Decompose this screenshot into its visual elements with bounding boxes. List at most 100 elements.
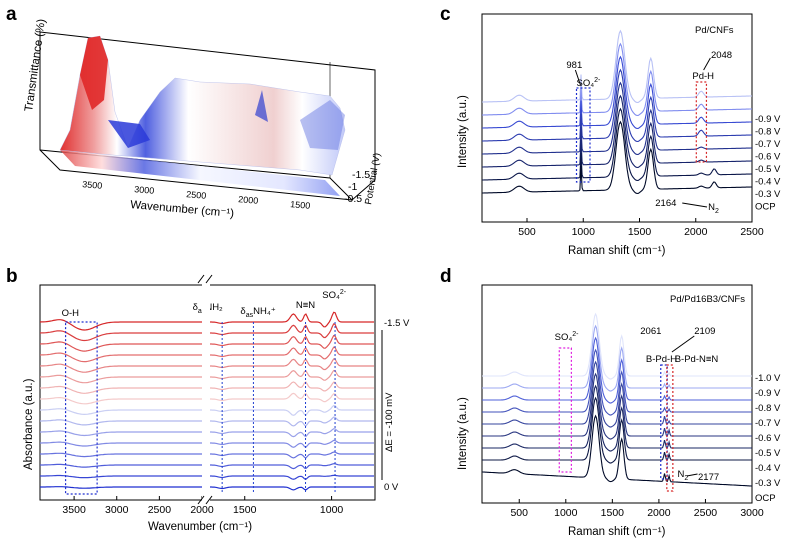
panel-c-xtick-1500: 1500 bbox=[628, 226, 652, 238]
panel-b-series-6-left bbox=[40, 385, 202, 394]
panel-c-series-label-5: -0.4 V bbox=[755, 177, 781, 188]
panel-d: d Pd/Pd16B3/CNFs 500 1000 1500 2000 2500 3000… bbox=[440, 266, 781, 538]
panel-c-series-label-6: -0.3 V bbox=[755, 189, 781, 200]
panel-b-annotations: O-H δasNH₂ δasNH₄⁺ N≡N SO₄2- bbox=[62, 289, 347, 495]
low-wavenumber-surface bbox=[300, 100, 345, 150]
panel-a-ylabel: Transmittance (%) bbox=[23, 18, 48, 112]
panel-b-series-13-left bbox=[40, 463, 202, 468]
panel-b-series-0-left bbox=[39, 319, 202, 331]
panel-c-981-label: 981 bbox=[566, 60, 582, 71]
break-mark-bottom-left bbox=[197, 495, 205, 505]
panel-b-series-7-right bbox=[210, 392, 374, 403]
panel-d-series-label-1: -0.9 V bbox=[755, 388, 781, 399]
panel-b-series-1-left bbox=[39, 330, 202, 342]
panel-d-xtick-500: 500 bbox=[510, 507, 528, 519]
panel-b-series-2-left bbox=[39, 341, 202, 352]
panel-c-2048-arrow bbox=[703, 57, 711, 71]
panel-d-series-5 bbox=[482, 372, 752, 440]
panel-c-annotations: SO₄2- 981 Pd-H 2048 2164 N2 bbox=[566, 50, 732, 215]
band-label-so4: SO₄2- bbox=[322, 289, 347, 301]
panel-d-xtick-1500: 1500 bbox=[601, 507, 625, 519]
panel-b-xlabel: Wavenumber (cm⁻¹) bbox=[148, 521, 252, 533]
panel-c-series-label-1: -0.8 V bbox=[755, 127, 781, 138]
panel-c-so4-label: SO₄2- bbox=[577, 77, 602, 89]
panel-b-x-ticks: 3500 3000 2500 2000 1500 1000 bbox=[62, 496, 343, 516]
break-mark-top-right bbox=[205, 274, 213, 284]
panel-d-bpdh-label: B-Pd-H bbox=[646, 354, 677, 365]
panel-c-series-label-0: -0.9 V bbox=[755, 114, 781, 125]
panel-d-xtick-2500: 2500 bbox=[694, 507, 718, 519]
panel-d-series-label-4: -0.6 V bbox=[755, 433, 781, 444]
panel-d-letter: d bbox=[440, 266, 452, 287]
panel-b-series-10-right bbox=[210, 428, 374, 438]
panel-c-x-ticks: 500 1000 1500 2000 2500 bbox=[518, 218, 764, 238]
panel-b-series-2-right bbox=[210, 334, 374, 349]
panel-c-series-labels: -0.9 V -0.8 V-0.7 V -0.6 V-0.5 V -0.4 V-0.3… bbox=[755, 114, 781, 213]
panel-b-series-3-right bbox=[210, 346, 374, 360]
panel-b-curves bbox=[39, 311, 374, 491]
panel-d-series-4 bbox=[482, 360, 752, 428]
panel-b-series-9-right bbox=[210, 416, 374, 427]
panel-c-981-arrow bbox=[574, 69, 581, 86]
panel-c-series-6 bbox=[482, 107, 752, 182]
panel-a-x-ticks: 3500 3000 2500 2000 1500 bbox=[82, 179, 311, 211]
panel-d-series-label-6: -0.4 V bbox=[755, 463, 781, 474]
floor-projection bbox=[60, 150, 340, 196]
panel-d-annotations: SO₄2- B-Pd-HB-Pd-N≡N 2061 2109 N2 2177 bbox=[555, 326, 719, 492]
panel-a-ztick: -1 bbox=[348, 181, 357, 193]
panel-d-series-1 bbox=[482, 324, 752, 392]
panel-d-xtick-1000: 1000 bbox=[554, 507, 578, 519]
panel-d-2109-label: 2109 bbox=[694, 326, 715, 337]
panel-b-series-11-right bbox=[210, 439, 374, 448]
panel-c-xtick-2500: 2500 bbox=[740, 226, 764, 238]
band-label-oh: O-H bbox=[62, 308, 80, 319]
panel-d-series-label-5: -0.5 V bbox=[755, 448, 781, 459]
panel-b-series-8-right bbox=[210, 404, 374, 416]
panel-b-xtick-2500: 2500 bbox=[148, 504, 172, 516]
panel-d-series-label-8: OCP bbox=[755, 493, 776, 504]
panel-b-series-11-left bbox=[40, 441, 202, 447]
oh-peak-surface bbox=[80, 36, 108, 110]
panel-b-series-3-left bbox=[39, 352, 202, 363]
panel-d-curves bbox=[482, 312, 752, 487]
transmittance-surface bbox=[59, 35, 346, 176]
panel-b-xtick-1500: 1500 bbox=[233, 504, 257, 516]
panel-d-series-0 bbox=[482, 312, 752, 380]
panel-c-series-3 bbox=[482, 68, 752, 143]
panel-c-2164-label: 2164 bbox=[655, 198, 676, 209]
panel-b-xtick-1000: 1000 bbox=[320, 504, 344, 516]
axis-break-gap bbox=[202, 280, 210, 505]
panel-d-series-8 bbox=[482, 414, 752, 487]
panel-a-letter: a bbox=[6, 4, 17, 25]
panel-b-xtick-3500: 3500 bbox=[62, 504, 86, 516]
small-dip-surface bbox=[255, 90, 268, 122]
panel-c-so4-box bbox=[575, 87, 591, 183]
panel-b: b 3500 3000 2500 2000 1500 1000 O-H δasNH₂ δasN… bbox=[6, 266, 410, 533]
panel-c-pdh-box bbox=[695, 81, 708, 163]
panel-b-series-6-right bbox=[210, 381, 374, 392]
panel-b-series-4-left bbox=[39, 363, 202, 373]
panel-b-ylabel: Absorbance (a.u.) bbox=[23, 378, 35, 470]
band-label-nn: N≡N bbox=[296, 300, 315, 311]
panel-c-series-label-4: -0.5 V bbox=[755, 164, 781, 175]
panel-d-bpdnn-box bbox=[666, 364, 674, 492]
panel-b-series-13-right bbox=[210, 463, 374, 470]
panel-d-series-label-7: -0.3 V bbox=[755, 478, 781, 489]
panel-d-2177-label: 2177 bbox=[698, 472, 719, 483]
panel-c-letter: c bbox=[440, 4, 451, 25]
panel-c-series-7 bbox=[482, 120, 752, 195]
panel-c-n2-arrow bbox=[682, 202, 708, 208]
panel-b-series-5-left bbox=[39, 374, 202, 384]
panel-c-series-5 bbox=[482, 94, 752, 169]
panel-c: c Pd/CNFs 500 1000 1500 2000 2500 -0.9 V -0.8… bbox=[440, 4, 781, 257]
panel-d-2109-arrow bbox=[671, 335, 695, 353]
panel-b-step-label: ΔE = -100 mV bbox=[384, 392, 395, 452]
break-mark-top-left bbox=[197, 274, 205, 284]
panel-b-series-7-left bbox=[40, 397, 202, 405]
panel-d-series-label-2: -0.8 V bbox=[755, 403, 781, 414]
panel-b-series-14-right bbox=[210, 474, 374, 480]
panel-c-xtick-500: 500 bbox=[518, 226, 536, 238]
panel-d-frame bbox=[481, 284, 753, 504]
panel-a-z-ticks: -1.5-1-0.5 bbox=[344, 169, 370, 205]
